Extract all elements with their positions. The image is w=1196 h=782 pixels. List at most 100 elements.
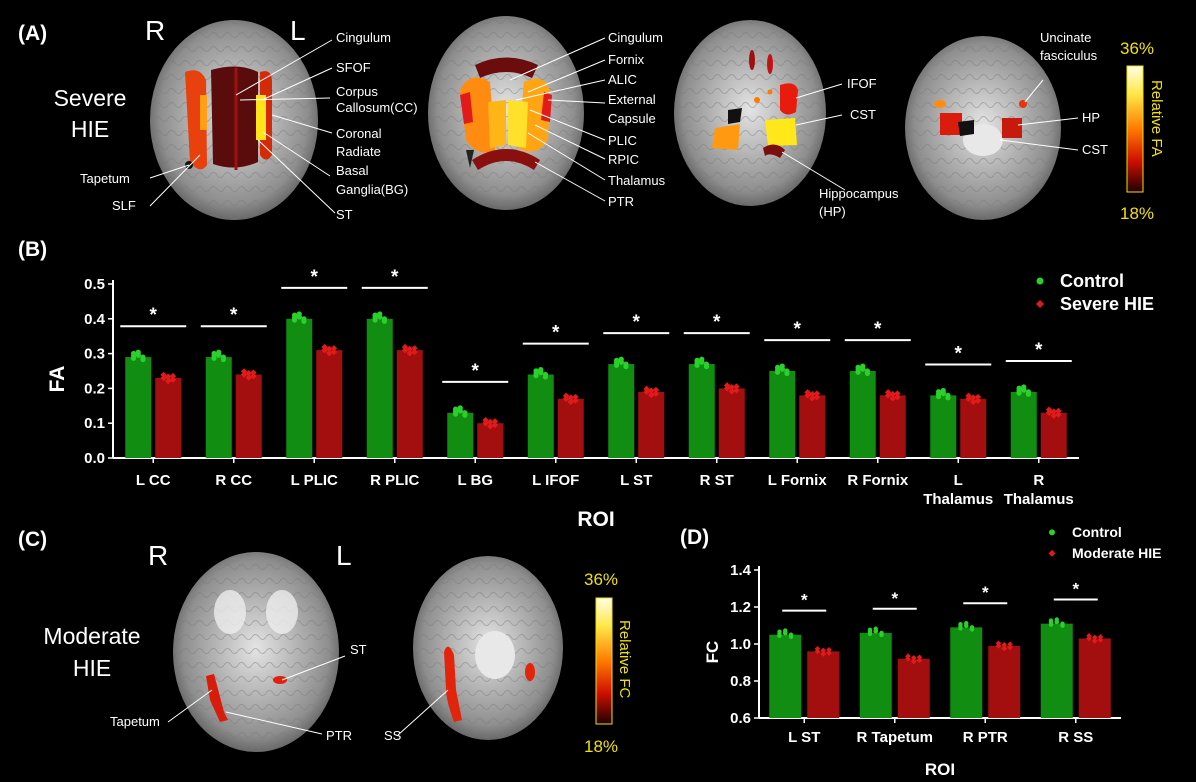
point-hie — [321, 346, 328, 354]
point-hie — [401, 346, 409, 354]
point-control — [130, 353, 137, 359]
point-hie — [1091, 634, 1098, 641]
point-hie — [910, 658, 917, 665]
group-label-c-line1: Moderate — [43, 623, 140, 649]
label-bg-line2: Ganglia(BG) — [336, 182, 408, 197]
significance-star: * — [391, 267, 399, 288]
x-tick-label: L ST — [620, 472, 652, 489]
point-control — [774, 367, 781, 373]
y-tick-label: 0.8 — [730, 673, 751, 690]
group-label-c-line2: HIE — [73, 655, 111, 681]
point-control — [969, 627, 975, 632]
label-coronal-line1: Coronal — [336, 126, 382, 141]
point-hie — [482, 420, 489, 427]
label-external-line1: External — [608, 92, 656, 107]
point-control — [220, 356, 227, 363]
bar-control — [688, 364, 715, 458]
label-cc-line1: Corpus — [336, 84, 378, 99]
label-bg-line1: Basal — [336, 163, 369, 178]
tract-black-3 — [728, 108, 742, 124]
significance-star: * — [955, 343, 963, 364]
point-hie — [1007, 641, 1013, 648]
label-thalamus: Thalamus — [608, 173, 666, 188]
tract-tapetum-c — [206, 674, 228, 722]
tract-hp-l4 — [1002, 118, 1022, 138]
bar-control — [608, 364, 635, 458]
side-l-label-c: L — [336, 540, 352, 571]
panel-c-annotations: ST Tapetum PTR SS — [110, 642, 402, 743]
point-control — [777, 631, 782, 636]
tract-hp-r4 — [940, 113, 962, 135]
bar-control — [286, 318, 313, 458]
bar-control — [950, 627, 983, 718]
point-hie — [809, 390, 816, 398]
tract-left-bg — [256, 95, 266, 140]
panel-b-label: (B) — [18, 238, 47, 261]
side-r-label: R — [145, 15, 165, 46]
point-hie — [974, 393, 982, 401]
point-control — [935, 391, 942, 397]
label-cc-line2: Callosum(CC) — [336, 100, 418, 115]
side-r-label-c: R — [148, 540, 168, 571]
point-control — [703, 363, 710, 370]
label-ifof: IFOF — [847, 76, 877, 91]
brain-slice-2 — [428, 16, 584, 210]
colorbar-fc: 36% 18% Relative FC — [584, 570, 633, 756]
colorbar-fa: 36% 18% Relative FA — [1120, 39, 1165, 223]
point-hie — [245, 374, 252, 381]
bar-control — [1010, 391, 1037, 458]
bar-hie — [155, 377, 182, 458]
bar-hie — [1078, 638, 1111, 718]
point-hie — [652, 386, 660, 394]
point-hie — [240, 371, 248, 378]
point-hie — [974, 397, 982, 404]
point-hie — [169, 376, 177, 383]
bar-control — [930, 395, 957, 458]
bar-hie — [897, 658, 930, 718]
point-control — [372, 314, 378, 321]
point-hie — [910, 654, 917, 661]
point-hie — [1001, 645, 1008, 652]
point-control — [784, 370, 790, 377]
point-control — [783, 628, 788, 633]
bar-hie — [316, 350, 343, 458]
point-hie — [326, 349, 333, 357]
point-hie — [809, 395, 816, 402]
point-hie — [169, 372, 177, 380]
legend-marker-hie — [1036, 300, 1044, 308]
point-hie — [491, 421, 499, 429]
point-hie — [245, 370, 252, 377]
point-control — [623, 363, 629, 370]
panel-a-label: (A) — [18, 22, 47, 45]
brain-slice-c1 — [173, 552, 339, 752]
bar-control — [859, 632, 892, 718]
y-tick-label: 0.3 — [84, 346, 105, 363]
label-cst-3: CST — [850, 107, 876, 122]
point-hie — [491, 418, 499, 425]
point-hie — [411, 345, 418, 352]
point-hie — [562, 395, 570, 403]
label-hp-4: HP — [1082, 110, 1100, 125]
point-hie — [1050, 412, 1057, 420]
point-hie — [1097, 634, 1104, 640]
point-control — [533, 370, 539, 376]
brain-slice-1 — [150, 20, 318, 220]
point-hie — [1055, 411, 1062, 418]
point-control — [140, 356, 146, 363]
x-tick-label: L IFOF — [532, 472, 579, 489]
chart-b: 0.0 0.1 0.2 0.3 0.4 0.5 FA ROI * L CC * R CC * L PLIC… — [46, 267, 1154, 531]
point-control — [452, 408, 459, 415]
tract-right-bg — [200, 95, 207, 130]
label-ptr-c: PTR — [326, 728, 352, 743]
point-control — [542, 374, 549, 380]
colorbar-fa-gradient — [1126, 65, 1144, 193]
brain-slice-3 — [674, 20, 826, 206]
tract-ptr — [472, 149, 540, 170]
point-hie — [160, 374, 167, 382]
bar-hie — [1040, 412, 1067, 458]
point-hie — [411, 348, 418, 356]
tract-black-4 — [958, 120, 974, 136]
tract-right-corona — [185, 70, 207, 170]
legend-marker-hie — [1048, 549, 1056, 557]
label-plic: PLIC — [608, 133, 637, 148]
